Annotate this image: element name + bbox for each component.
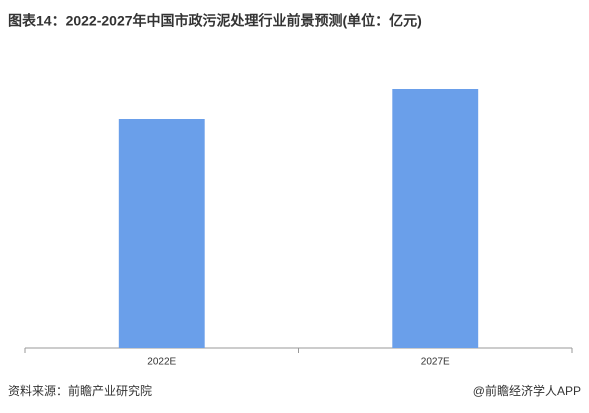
x-tick-label: 2022E xyxy=(147,357,176,368)
bar xyxy=(118,119,205,348)
bar xyxy=(392,89,479,348)
source: 资料来源：前瞻产业研究院 xyxy=(8,383,152,398)
credit: @前瞻经济学人APP xyxy=(473,383,581,398)
chart-title: 图表14：2022-2027年中国市政污泥处理行业前景预测(单位：亿元) xyxy=(8,13,422,29)
x-tick-label: 2027E xyxy=(421,357,450,368)
